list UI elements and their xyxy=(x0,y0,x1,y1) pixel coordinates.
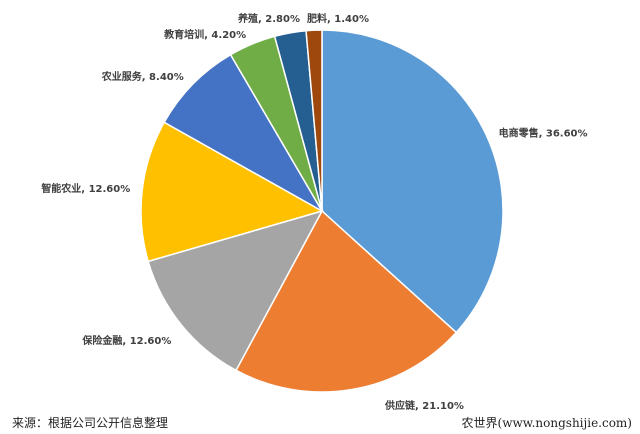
slice-label: 供应链, 21.10% xyxy=(384,399,464,412)
pie-slice xyxy=(140,121,324,263)
pie-slice xyxy=(321,29,504,334)
pie-slice xyxy=(305,29,323,212)
credit-note: 农世界(www.nongshijie.com) xyxy=(461,416,632,430)
slice-label: 智能农业, 12.60% xyxy=(41,182,130,195)
slice-label: 肥料, 1.40% xyxy=(307,12,369,25)
slice-label: 电商零售, 36.60% xyxy=(499,127,588,140)
pie-slice xyxy=(163,53,325,214)
pie-slice xyxy=(147,209,324,372)
slice-label: 农业服务, 8.40% xyxy=(101,70,184,83)
slice-label: 保险金融, 12.60% xyxy=(81,334,171,347)
source-note: 来源：根据公司公开信息整理 xyxy=(12,416,169,430)
slice-label: 养殖, 2.80% xyxy=(237,12,300,25)
slice-label: 教育培训, 4.20% xyxy=(163,28,246,41)
pie-slice xyxy=(235,209,458,393)
